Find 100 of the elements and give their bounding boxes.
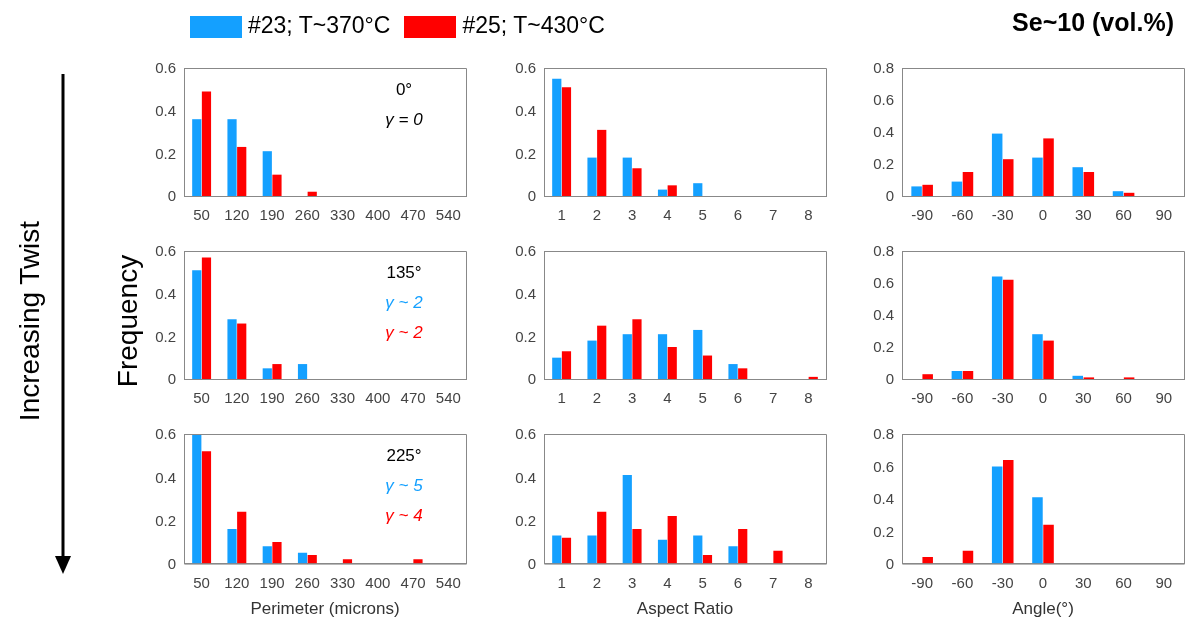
bar bbox=[552, 357, 562, 379]
x-tick-label: 120 bbox=[224, 206, 250, 224]
x-axis-title: Aspect Ratio bbox=[636, 599, 734, 619]
x-tick-label: 120 bbox=[224, 573, 250, 591]
bar bbox=[272, 174, 282, 196]
y-tick-label: 0 bbox=[167, 187, 176, 205]
bar bbox=[667, 516, 677, 564]
y-tick-label: 0 bbox=[167, 370, 176, 388]
y-tick-label: 0 bbox=[527, 370, 536, 388]
bar bbox=[738, 529, 748, 564]
bar bbox=[622, 334, 632, 379]
y-axis-title: Frequency bbox=[112, 254, 144, 388]
bar bbox=[991, 133, 1003, 196]
bar bbox=[1032, 497, 1043, 564]
y-tick-label: 0.4 bbox=[873, 306, 894, 324]
annotation: γ ~ 4 bbox=[385, 505, 423, 525]
bar bbox=[201, 451, 212, 564]
y-tick-label: 0.2 bbox=[155, 511, 176, 529]
bar bbox=[552, 535, 562, 564]
y-tick-label: 0.2 bbox=[515, 511, 536, 529]
annotation: 135° bbox=[386, 262, 422, 282]
bar bbox=[657, 539, 668, 564]
x-tick-label: 470 bbox=[400, 573, 426, 591]
bar bbox=[632, 168, 642, 196]
x-tick-label: 30 bbox=[1074, 573, 1092, 591]
bar bbox=[632, 529, 642, 564]
x-tick-label: 120 bbox=[224, 389, 250, 407]
annotation: 225° bbox=[386, 445, 422, 465]
y-tick-label: 0.2 bbox=[873, 155, 894, 173]
x-tick-label: 90 bbox=[1155, 206, 1173, 224]
x-tick-label: 6 bbox=[733, 573, 743, 591]
x-tick-label: 60 bbox=[1115, 389, 1132, 407]
x-tick-label: 470 bbox=[400, 389, 426, 407]
y-tick-label: 0.8 bbox=[873, 59, 894, 77]
bar bbox=[262, 546, 272, 564]
x-tick-label: 260 bbox=[294, 573, 320, 591]
x-tick-label: -60 bbox=[951, 573, 974, 591]
y-tick-label: 0.2 bbox=[155, 144, 176, 162]
x-tick-label: 50 bbox=[193, 206, 210, 224]
bar bbox=[272, 364, 282, 379]
bar bbox=[561, 87, 572, 196]
bar bbox=[201, 91, 212, 196]
x-tick-label: 330 bbox=[330, 389, 356, 407]
bar bbox=[587, 340, 597, 379]
x-tick-label: 5 bbox=[698, 206, 707, 224]
y-tick-label: 0.6 bbox=[515, 242, 536, 260]
bar bbox=[693, 329, 703, 379]
x-tick-label: 8 bbox=[804, 573, 813, 591]
y-tick-label: 0 bbox=[885, 187, 894, 205]
bar bbox=[192, 434, 202, 564]
x-tick-label: 2 bbox=[592, 206, 602, 224]
bar bbox=[192, 119, 202, 196]
x-tick-label: 470 bbox=[400, 206, 426, 224]
x-tick-label: 190 bbox=[259, 389, 285, 407]
y-tick-label: 0.4 bbox=[515, 102, 536, 120]
bar bbox=[297, 364, 308, 379]
x-tick-label: -30 bbox=[991, 206, 1014, 224]
x-tick-label: 2 bbox=[592, 389, 602, 407]
y-tick-label: 0.4 bbox=[873, 490, 894, 508]
bar bbox=[951, 181, 963, 196]
annotation: γ ~ 5 bbox=[385, 475, 424, 495]
bar bbox=[1112, 191, 1124, 196]
x-tick-label: 60 bbox=[1115, 573, 1132, 591]
y-tick-label: 0.4 bbox=[873, 123, 894, 141]
x-tick-label: 190 bbox=[259, 206, 285, 224]
x-tick-label: 4 bbox=[663, 206, 672, 224]
text: Increasing Twist bbox=[14, 220, 46, 422]
x-tick-label: -90 bbox=[911, 573, 933, 591]
bar bbox=[962, 172, 974, 196]
bar bbox=[922, 184, 933, 196]
x-tick-label: 6 bbox=[733, 206, 743, 224]
bar bbox=[657, 334, 668, 379]
x-tick-label: 190 bbox=[259, 573, 285, 591]
bar bbox=[227, 119, 237, 196]
bar bbox=[597, 129, 607, 196]
y-tick-label: 0.4 bbox=[515, 285, 536, 303]
x-tick-label: 4 bbox=[663, 573, 672, 591]
bar bbox=[951, 371, 963, 379]
y-tick-label: 0.6 bbox=[873, 91, 894, 109]
bar bbox=[911, 186, 922, 196]
bar bbox=[552, 78, 562, 196]
bar bbox=[1002, 159, 1014, 196]
bar bbox=[227, 529, 237, 564]
x-tick-label: 30 bbox=[1074, 389, 1092, 407]
bar bbox=[597, 511, 607, 564]
bar bbox=[307, 191, 317, 196]
bar bbox=[962, 371, 974, 379]
bar bbox=[922, 374, 933, 379]
bar bbox=[342, 559, 353, 564]
chart-title: Se~10 (vol.%) bbox=[1012, 8, 1174, 37]
bar bbox=[597, 325, 607, 379]
bar bbox=[1002, 459, 1014, 564]
x-tick-label: 330 bbox=[330, 573, 356, 591]
x-tick-label: 1 bbox=[557, 389, 566, 407]
bar bbox=[632, 319, 642, 379]
y-tick-label: 0.4 bbox=[155, 102, 176, 120]
x-tick-label: 2 bbox=[592, 573, 602, 591]
bar bbox=[561, 537, 572, 564]
bar bbox=[262, 151, 272, 196]
bar bbox=[272, 542, 282, 564]
